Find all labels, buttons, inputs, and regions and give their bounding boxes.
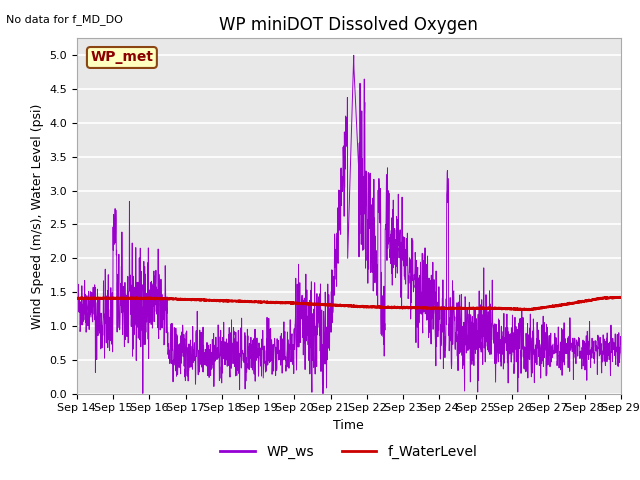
Text: WP_met: WP_met <box>90 50 154 64</box>
Text: No data for f_MD_DO: No data for f_MD_DO <box>6 14 124 25</box>
Title: WP miniDOT Dissolved Oxygen: WP miniDOT Dissolved Oxygen <box>220 16 478 34</box>
Legend: WP_ws, f_WaterLevel: WP_ws, f_WaterLevel <box>215 440 483 465</box>
X-axis label: Time: Time <box>333 419 364 432</box>
Y-axis label: Wind Speed (m/s), Water Level (psi): Wind Speed (m/s), Water Level (psi) <box>31 103 44 329</box>
